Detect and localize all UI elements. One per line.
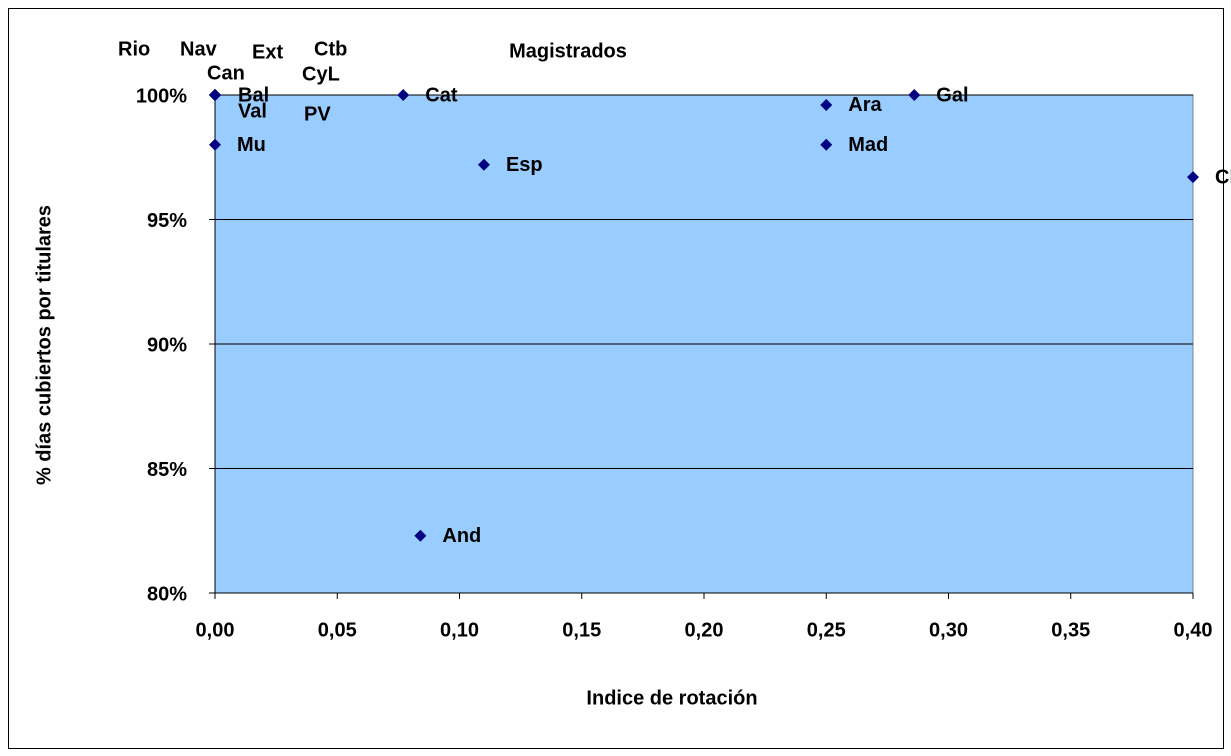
marker	[414, 529, 427, 542]
x-tick-label: 0,20	[685, 619, 724, 641]
data-label: Mu	[237, 134, 266, 156]
x-axis-label: Indice de rotación	[586, 687, 757, 709]
data-label: CyL	[302, 63, 340, 85]
x-tick-label: 0,00	[196, 619, 235, 641]
y-axis-label: % días cubiertos por titulares	[33, 205, 55, 485]
y-tick-label: 90%	[147, 334, 187, 356]
y-tick-label: 80%	[147, 583, 187, 605]
x-tick-label: 0,05	[318, 619, 357, 641]
data-label: Val	[238, 100, 267, 122]
y-tick-label: 85%	[147, 459, 187, 481]
x-tick-label: 0,10	[440, 619, 479, 641]
data-label: Nav	[180, 38, 218, 60]
marker	[477, 158, 490, 171]
data-label: PV	[304, 103, 331, 125]
data-label: Ara	[848, 94, 882, 116]
x-tick-label: 0,35	[1051, 619, 1090, 641]
x-tick-label: 0,25	[807, 619, 846, 641]
data-label: Gal	[936, 84, 968, 106]
y-tick-label: 100%	[136, 85, 187, 107]
data-label: Can	[207, 62, 245, 84]
x-tick-label: 0,30	[929, 619, 968, 641]
marker	[908, 89, 921, 101]
data-label: Bal	[238, 84, 269, 106]
data-label: CM	[1215, 166, 1231, 188]
marker	[209, 89, 221, 101]
marker	[820, 138, 833, 151]
data-label: Esp	[506, 154, 543, 176]
data-label: Ext	[252, 41, 283, 63]
data-label: Cat	[425, 84, 458, 106]
x-tick-label: 0,40	[1174, 619, 1213, 641]
marker	[397, 89, 410, 101]
x-tick-label: 0,15	[562, 619, 601, 641]
data-label: And	[442, 525, 481, 547]
data-label: Ctb	[314, 38, 347, 60]
y-tick-label: 95%	[147, 210, 187, 232]
chart-title: Magistrados	[509, 40, 627, 62]
marker	[1187, 171, 1199, 184]
marker	[820, 98, 833, 111]
data-label: Mad	[848, 134, 888, 156]
marker	[209, 138, 221, 151]
data-label: Rio	[118, 38, 150, 60]
